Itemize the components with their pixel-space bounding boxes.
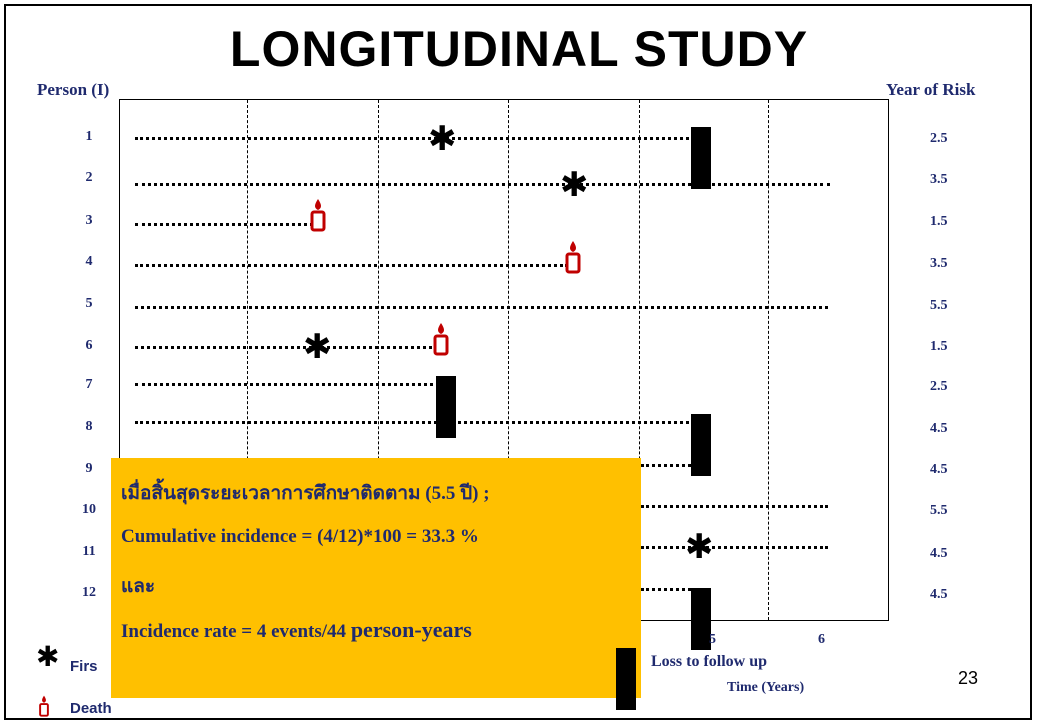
person-header: Person (I) [37,80,110,99]
callout-line-thai: เมื่อสิ้นสุดระยะเวลาการศึกษาติดตาม (5.5 … [121,483,490,504]
person-number: 3 [85,213,93,228]
incidence-rate-prefix: Incidence rate = 4 events/44 [121,621,351,642]
followup-line-7 [135,383,440,386]
risk-value: 1.5 [930,214,948,229]
asterisk-icon: ✱ [685,527,714,567]
risk-value: 4.5 [930,421,948,436]
person-number: 4 [85,254,93,269]
followup-line-1 [135,137,695,140]
followup-line-4 [135,264,568,267]
legend-death-label: Death [70,700,112,717]
slide-title: LONGITUDINAL STUDY [229,21,809,77]
gridline-5 [768,100,769,620]
loss-to-followup-bar [691,127,711,189]
followup-line-8 [135,421,695,424]
legend-first-event-label: Firs [70,658,98,675]
followup-line-10 [641,505,828,508]
person-number: 11 [82,544,96,559]
followup-line-6 [135,346,438,349]
candle-icon [39,695,49,717]
followup-line-5 [135,306,828,309]
risk-value: 5.5 [930,503,948,518]
person-number: 8 [85,419,93,434]
followup-line-11 [641,546,828,549]
loss-to-followup-bar [691,588,711,650]
asterisk-icon: ✱ [560,165,589,205]
loss-to-followup-legend-bar [616,648,636,710]
person-number: 1 [85,129,93,144]
candle-icon [433,323,449,356]
person-number: 9 [85,461,93,476]
incidence-rate-unit: person-years [350,617,472,642]
slide-number: 23 [958,668,979,688]
risk-value: 4.5 [930,546,948,561]
person-number: 10 [82,502,96,517]
followup-line-2 [135,183,830,186]
person-number: 7 [85,377,93,392]
callout-incidence-rate: Incidence rate = 4 events/44 person-year… [121,617,641,643]
risk-value: 3.5 [930,172,948,187]
asterisk-icon: ✱ [428,119,457,159]
risk-value: 2.5 [930,379,948,394]
candle-icon [310,199,326,232]
risk-value: 3.5 [930,256,948,271]
followup-line-3 [135,223,313,226]
summary-callout: เมื่อสิ้นสุดระยะเวลาการศึกษาติดตาม (5.5 … [111,458,641,698]
loss-to-followup-bar [691,414,711,476]
person-number: 2 [85,170,93,185]
person-number: 12 [82,585,96,600]
callout-and: และ [121,576,156,597]
risk-value: 4.5 [930,462,948,477]
gridline-1 [247,100,248,620]
legend-loss-label: Loss to follow up [651,653,768,670]
x-tick-label: 5 [709,632,716,647]
asterisk-icon: ✱ [303,327,332,367]
followup-line-9 [641,464,691,467]
asterisk-icon: ✱ [36,640,60,673]
risk-value: 5.5 [930,298,948,313]
x-axis-label: Time (Years) [727,680,805,695]
risk-value: 2.5 [930,131,948,146]
slide-frame [4,4,1032,720]
risk-value: 4.5 [930,587,948,602]
followup-line-12 [641,588,691,591]
loss-to-followup-bar [436,376,456,438]
risk-value: 1.5 [930,339,948,354]
gridline-4 [639,100,640,620]
gridline-2 [378,100,379,620]
gridline-3 [508,100,509,620]
person-number: 5 [85,296,93,311]
callout-cumulative-incidence: Cumulative incidence = (4/12)*100 = 33.3… [121,526,479,547]
candle-icon [565,241,581,274]
person-number: 6 [85,338,93,353]
x-tick-label: 6 [818,632,825,647]
year-of-risk-header: Year of Risk [886,80,976,99]
